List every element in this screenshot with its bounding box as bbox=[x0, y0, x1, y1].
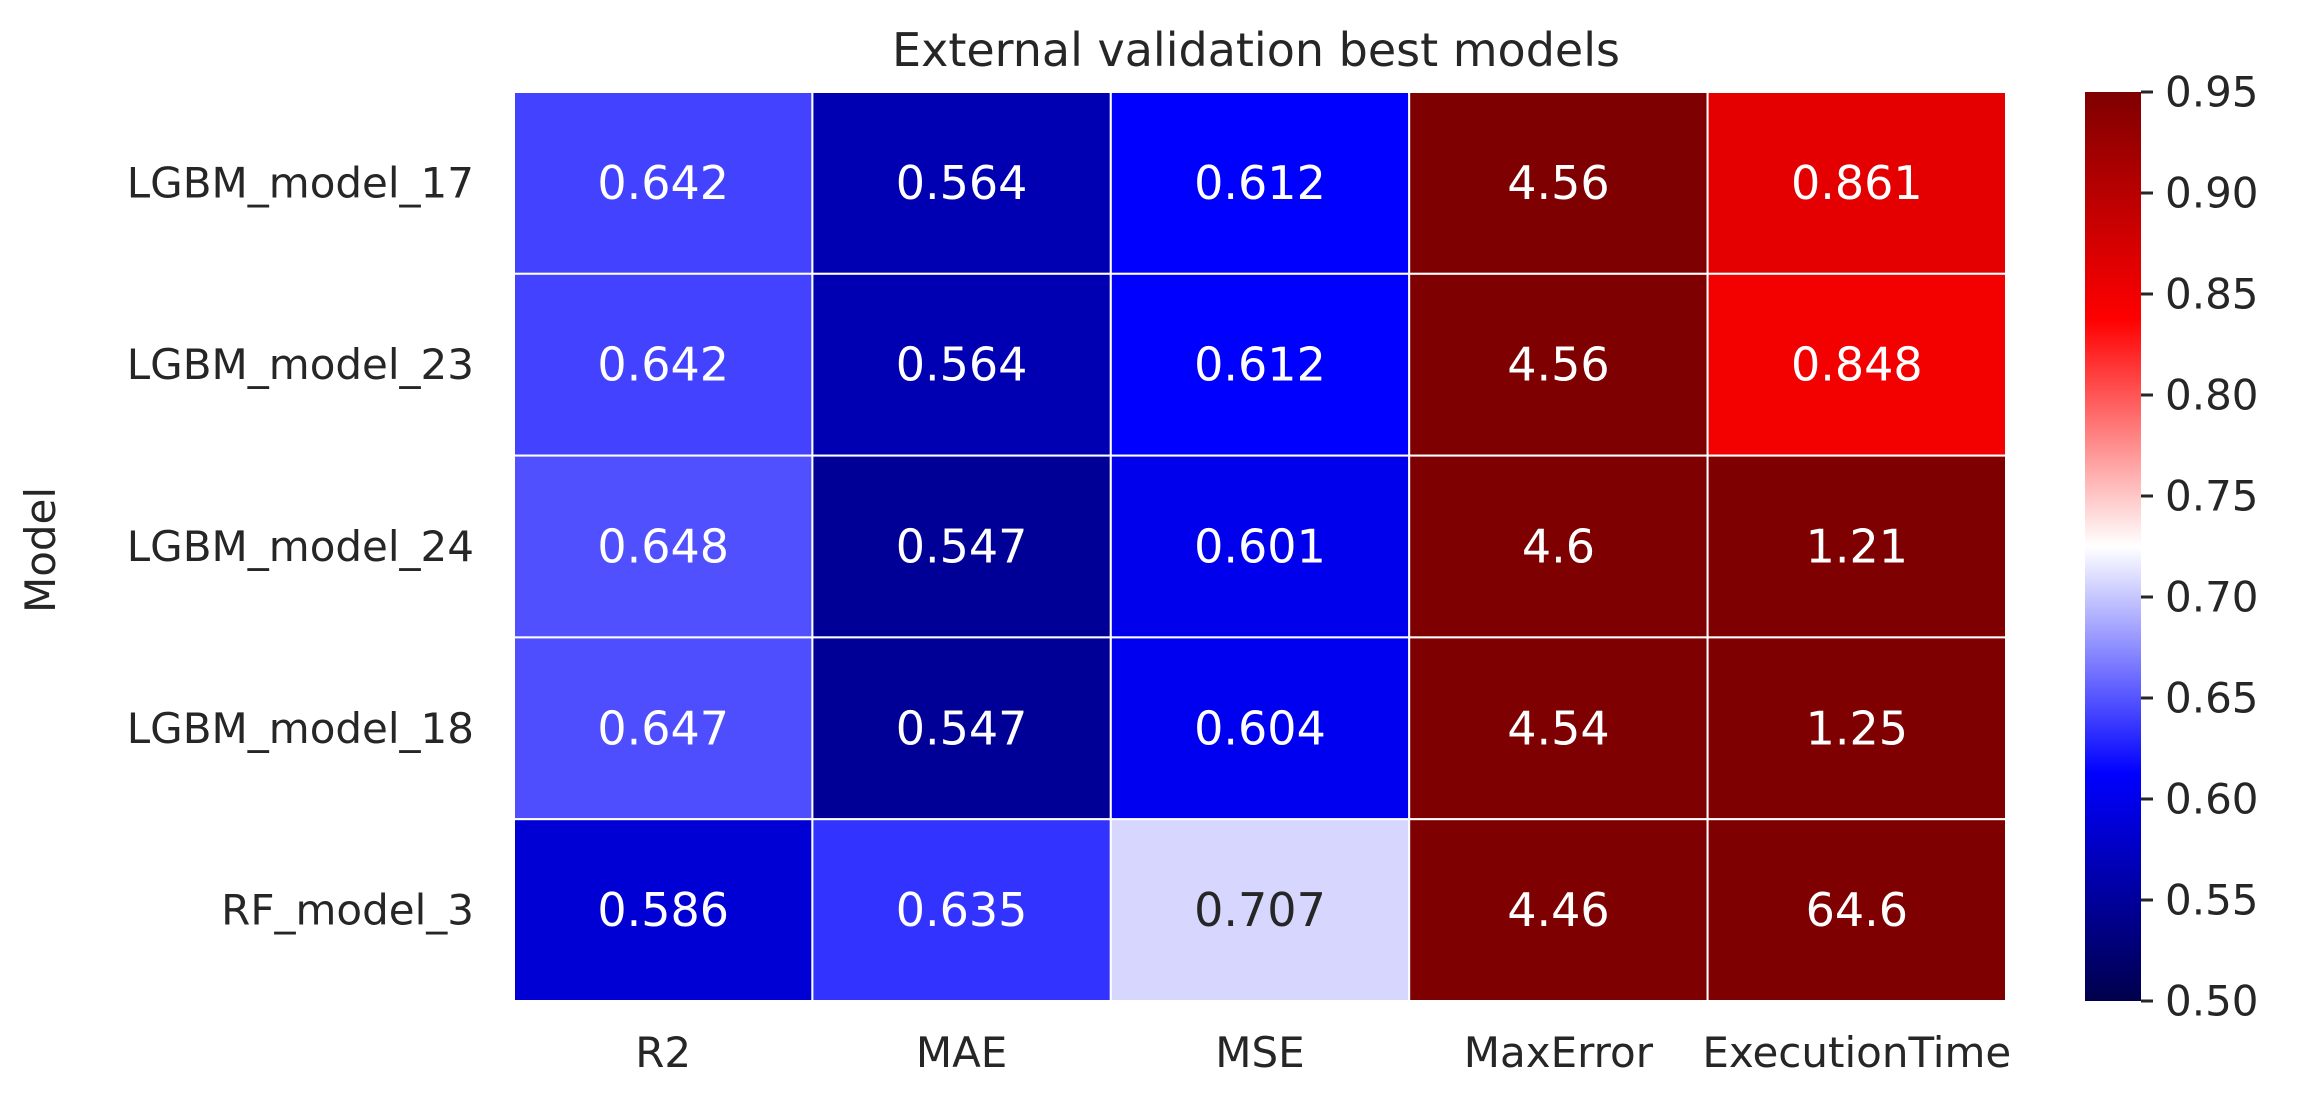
heatmap-cell bbox=[1109, 818, 1411, 1003]
y-axis-label: Model bbox=[16, 487, 65, 613]
column-tick-label: ExecutionTime bbox=[1702, 1028, 2011, 1077]
row-tick-label: LGBM_model_24 bbox=[127, 522, 474, 571]
cell-value-label: 0.707 bbox=[1194, 883, 1326, 937]
heatmap-cell bbox=[1706, 818, 2007, 1003]
cell-value-label: 0.586 bbox=[597, 883, 729, 937]
colorbar-tick-label: 0.80 bbox=[2165, 371, 2259, 420]
heatmap-cell bbox=[1706, 272, 2007, 457]
cell-value-label: 4.56 bbox=[1507, 338, 1609, 392]
cell-value-label: 4.46 bbox=[1507, 883, 1609, 937]
cell-value-label: 0.861 bbox=[1791, 156, 1923, 210]
column-tick-label: MaxError bbox=[1464, 1028, 1654, 1077]
colorbar-tick-label: 0.65 bbox=[2165, 674, 2259, 723]
row-tick-label: RF_model_3 bbox=[221, 886, 474, 935]
colorbar-tick-label: 0.85 bbox=[2165, 270, 2259, 319]
cell-value-label: 4.56 bbox=[1507, 156, 1609, 210]
colorbar-tick-label: 0.55 bbox=[2165, 876, 2259, 925]
heatmap-cell bbox=[1706, 91, 2007, 275]
colorbar-tick-label: 0.95 bbox=[2165, 68, 2259, 117]
cell-value-label: 1.25 bbox=[1806, 701, 1908, 755]
cell-value-label: 0.648 bbox=[597, 520, 729, 574]
column-tick-labels: R2 MAE MSE MaxError ExecutionTime bbox=[635, 1028, 2011, 1077]
cell-value-label: 0.547 bbox=[896, 520, 1028, 574]
heatmap-cell bbox=[513, 91, 814, 275]
colorbar-tick-label: 0.90 bbox=[2165, 169, 2259, 218]
row-tick-labels: LGBM_model_17 LGBM_model_23 LGBM_model_24 L… bbox=[127, 158, 474, 934]
cell-value-label: 0.635 bbox=[896, 883, 1028, 937]
cell-value-label: 0.642 bbox=[597, 156, 729, 210]
heatmap-cell bbox=[1109, 91, 1411, 275]
colorbar-tick-label: 0.50 bbox=[2165, 977, 2259, 1026]
cell-value-label: 0.547 bbox=[896, 701, 1028, 755]
cell-value-label: 0.647 bbox=[597, 701, 729, 755]
cell-value-label: 1.21 bbox=[1806, 520, 1908, 574]
cell-value-label: 0.848 bbox=[1791, 338, 1923, 392]
heatmap-cell bbox=[1109, 272, 1411, 457]
heatmap-cell bbox=[811, 818, 1112, 1003]
heatmap-cell bbox=[811, 91, 1112, 275]
heatmap-cells bbox=[513, 91, 2007, 1003]
column-tick-label: MSE bbox=[1215, 1028, 1304, 1077]
colorbar: 0.50 0.55 0.60 0.65 0.70 0.75 0.80 0.85 0.90 0.95 bbox=[2085, 68, 2259, 1026]
heatmap-cell bbox=[811, 454, 1112, 639]
cell-value-label: 0.612 bbox=[1194, 338, 1326, 392]
cell-value-label: 0.604 bbox=[1194, 701, 1326, 755]
column-tick-label: MAE bbox=[916, 1028, 1008, 1077]
column-tick-label: R2 bbox=[635, 1028, 691, 1077]
colorbar-tick-label: 0.60 bbox=[2165, 775, 2259, 824]
cell-value-label: 64.6 bbox=[1806, 883, 1908, 937]
cell-value-label: 4.54 bbox=[1507, 701, 1609, 755]
colorbar-gradient bbox=[2085, 92, 2141, 1001]
heatmap-cell bbox=[1109, 636, 1411, 821]
cell-value-label: 0.601 bbox=[1194, 520, 1326, 574]
heatmap-cell bbox=[811, 636, 1112, 821]
heatmap-cell bbox=[1408, 91, 1709, 275]
heatmap-cell bbox=[1706, 454, 2007, 639]
colorbar-tick-label: 0.75 bbox=[2165, 472, 2259, 521]
cell-value-label: 0.612 bbox=[1194, 156, 1326, 210]
row-tick-label: LGBM_model_17 bbox=[127, 158, 474, 207]
row-tick-label: LGBM_model_18 bbox=[127, 704, 474, 753]
cell-value-label: 0.564 bbox=[896, 338, 1028, 392]
heatmap-cell bbox=[513, 272, 814, 457]
heatmap-cell bbox=[1408, 454, 1709, 639]
chart-title: External validation best models bbox=[892, 23, 1620, 77]
row-tick-label: LGBM_model_23 bbox=[127, 340, 474, 389]
heatmap-cell bbox=[1109, 454, 1411, 639]
heatmap-cell bbox=[1408, 636, 1709, 821]
cell-value-label: 0.642 bbox=[597, 338, 729, 392]
cell-value-label: 4.6 bbox=[1522, 520, 1595, 574]
heatmap-cell bbox=[513, 636, 814, 821]
colorbar-tick-label: 0.70 bbox=[2165, 573, 2259, 622]
heatmap-cell-labels: 0.642 0.564 0.612 4.56 0.861 0.642 0.564 0.612 4… bbox=[597, 156, 1922, 937]
cell-value-label: 0.564 bbox=[896, 156, 1028, 210]
heatmap-cell bbox=[513, 818, 814, 1003]
heatmap-cell bbox=[1706, 636, 2007, 821]
